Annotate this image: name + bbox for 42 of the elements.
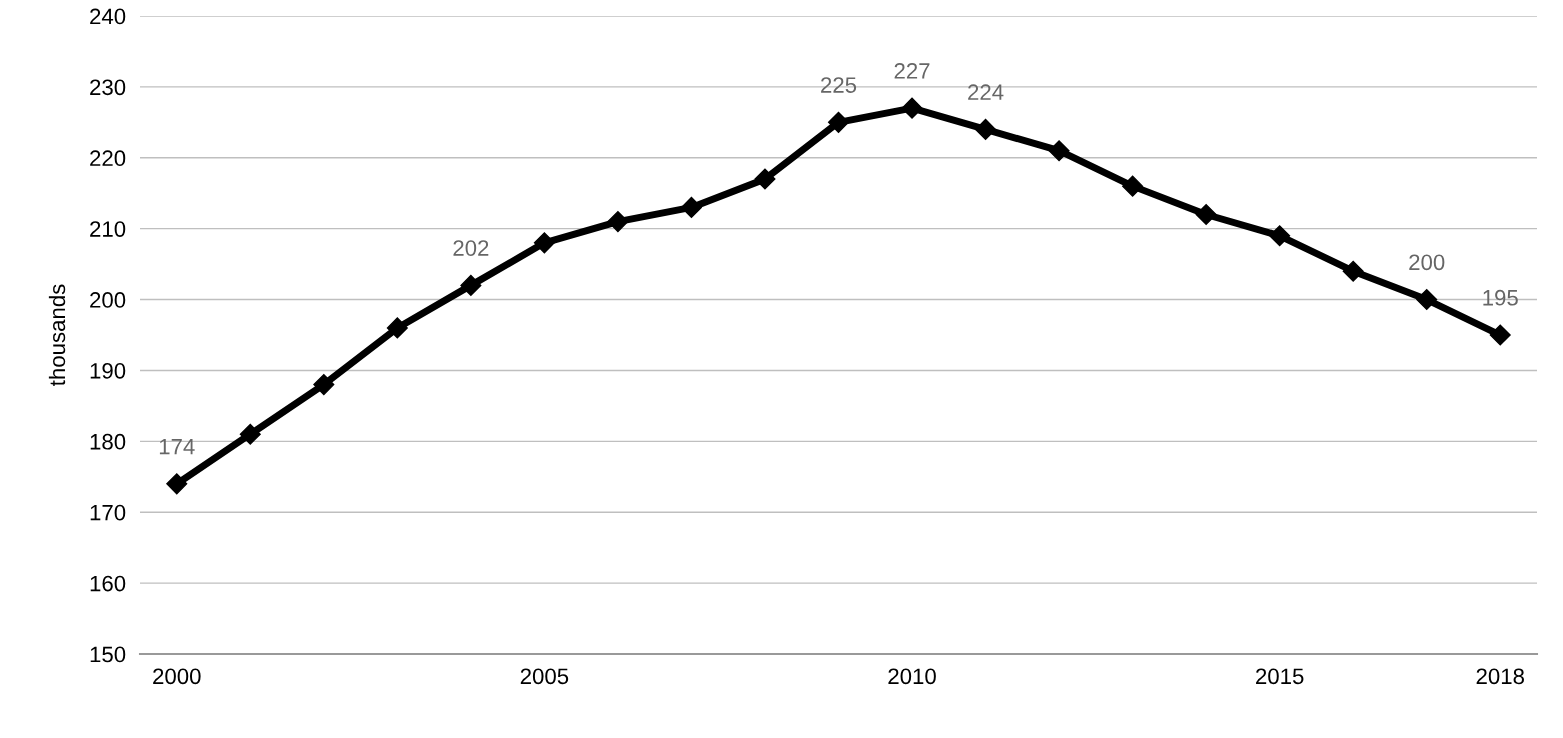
y-tick-label: 160 — [90, 575, 126, 592]
point — [313, 374, 335, 396]
point — [166, 473, 188, 495]
point — [386, 317, 408, 339]
point — [1048, 140, 1070, 162]
y-tick-label: 200 — [90, 292, 126, 308]
data-label: 195 — [1483, 289, 1518, 306]
data-label: 174 — [159, 438, 195, 455]
point — [827, 111, 850, 133]
point — [975, 118, 997, 140]
y-tick-label: 180 — [90, 433, 126, 450]
point — [1342, 260, 1364, 282]
data-label: 225 — [821, 77, 857, 93]
data-label: 224 — [968, 84, 1004, 100]
x-tick-label: 2010 — [888, 668, 936, 685]
point — [1195, 203, 1217, 226]
point — [239, 423, 261, 445]
x-tick-label: 2018 — [1476, 668, 1524, 685]
point — [607, 211, 629, 233]
y-tick-label: 150 — [90, 646, 126, 663]
x-tick-label: 2015 — [1256, 668, 1304, 685]
y-tick-label: 240 — [90, 8, 126, 25]
data-label: 202 — [453, 240, 489, 256]
y-tick-label: 170 — [90, 504, 126, 521]
y-tick-label: 190 — [90, 362, 126, 379]
point — [460, 274, 482, 296]
point — [1269, 225, 1291, 247]
point — [1122, 175, 1144, 197]
point — [1489, 324, 1511, 346]
point — [533, 232, 555, 254]
point — [754, 168, 776, 190]
data-label: 200 — [1409, 254, 1445, 271]
point — [680, 196, 702, 218]
y-tick-label: 220 — [90, 150, 126, 167]
y-axis-title: thousands — [48, 284, 66, 386]
y-tick-label: 210 — [90, 221, 126, 237]
x-tick-label: 2000 — [153, 668, 201, 685]
y-tick-label: 230 — [90, 79, 126, 96]
data-label: 227 — [894, 63, 930, 79]
point — [901, 97, 923, 119]
point — [1416, 289, 1438, 311]
x-tick-label: 2005 — [520, 668, 569, 685]
